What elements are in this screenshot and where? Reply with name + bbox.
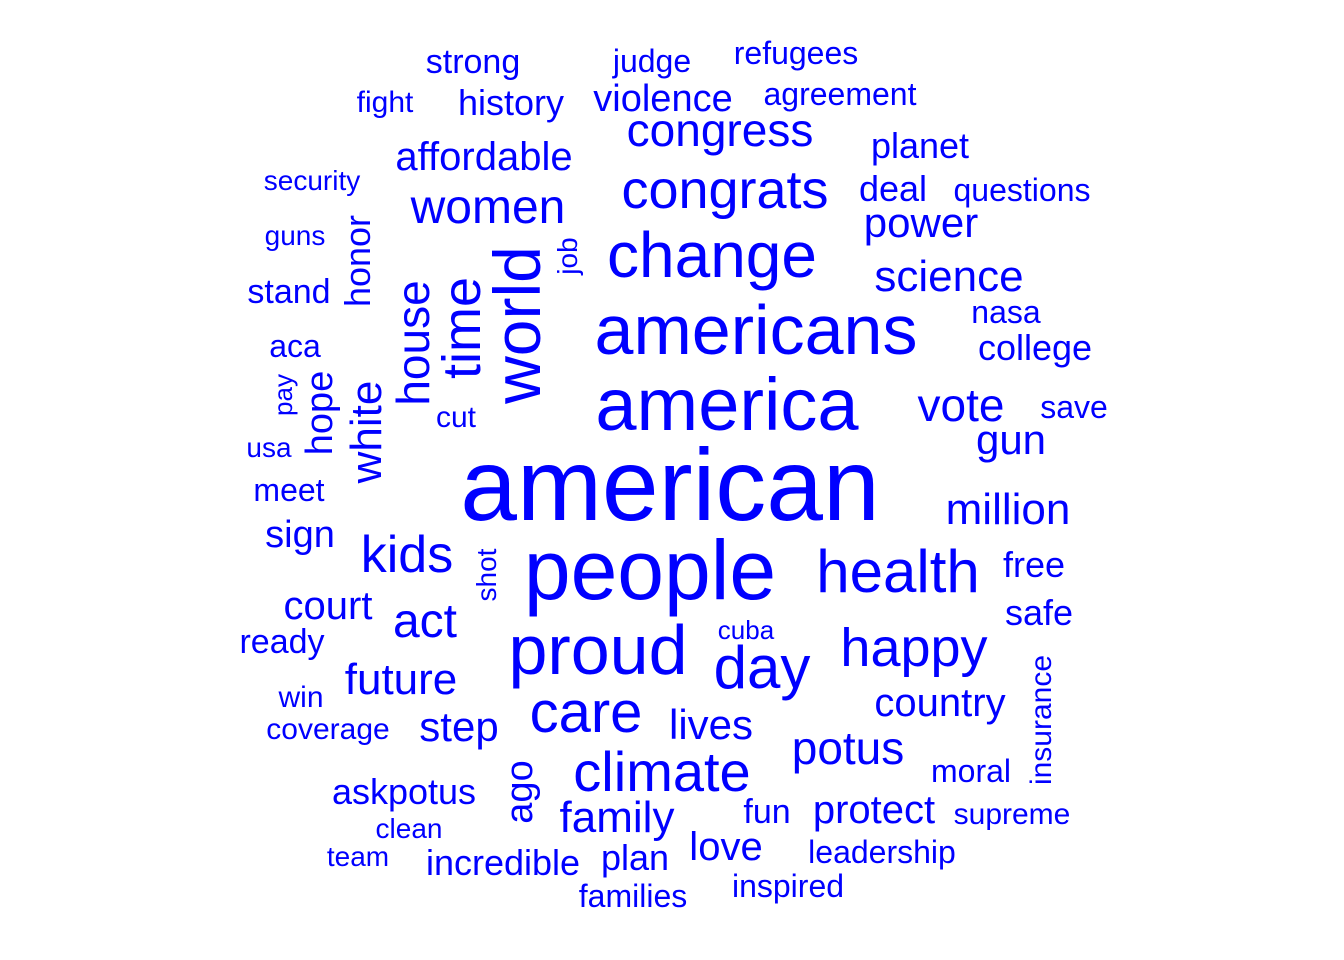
word-climate: climate bbox=[573, 740, 751, 803]
word-security: security bbox=[263, 165, 361, 196]
word-americans: americans bbox=[594, 291, 918, 369]
word-house: house bbox=[387, 280, 439, 406]
word-job: job bbox=[552, 237, 583, 275]
word-free: free bbox=[1002, 544, 1066, 585]
word-day: day bbox=[713, 634, 811, 701]
word-cut: cut bbox=[435, 401, 477, 434]
word-deal: deal bbox=[858, 168, 928, 209]
word-supreme: supreme bbox=[953, 798, 1071, 831]
word-cuba: cuba bbox=[717, 615, 775, 645]
word-leadership: leadership bbox=[808, 834, 956, 870]
word-pay: pay bbox=[268, 374, 298, 416]
word-plan: plan bbox=[600, 837, 670, 878]
word-gun: gun bbox=[975, 416, 1047, 463]
word-act: act bbox=[392, 595, 458, 648]
word-proud: proud bbox=[508, 611, 688, 689]
word-clean: clean bbox=[375, 813, 443, 844]
word-safe: safe bbox=[1004, 592, 1074, 633]
word-planet: planet bbox=[870, 125, 970, 166]
word-power: power bbox=[863, 199, 979, 246]
word-aca: aca bbox=[269, 328, 321, 364]
word-time: time bbox=[432, 276, 492, 380]
word-america: america bbox=[595, 363, 859, 446]
word-inspired: inspired bbox=[731, 868, 845, 904]
word-future: future bbox=[344, 655, 458, 704]
word-ago: ago bbox=[499, 760, 541, 824]
word-meet: meet bbox=[253, 472, 325, 508]
word-family: family bbox=[559, 793, 675, 842]
word-sign: sign bbox=[265, 514, 335, 556]
word-care: care bbox=[529, 680, 643, 745]
word-change: change bbox=[607, 219, 817, 291]
word-vote: vote bbox=[917, 379, 1005, 431]
word-people: people bbox=[523, 523, 777, 617]
word-nasa: nasa bbox=[971, 294, 1041, 330]
word-american: american bbox=[460, 428, 880, 542]
word-coverage: coverage bbox=[266, 713, 390, 746]
word-team: team bbox=[326, 841, 390, 872]
word-health: health bbox=[816, 538, 980, 605]
word-world: world bbox=[480, 246, 554, 404]
word-insurance: insurance bbox=[1025, 654, 1058, 786]
word-usa: usa bbox=[246, 432, 292, 463]
word-million: million bbox=[945, 485, 1071, 534]
word-fun: fun bbox=[743, 793, 791, 831]
word-ready: ready bbox=[239, 623, 325, 661]
word-college: college bbox=[977, 327, 1093, 368]
word-incredible: incredible bbox=[425, 842, 581, 883]
word-askpotus: askpotus bbox=[331, 771, 477, 812]
word-violence: violence bbox=[593, 78, 733, 120]
word-science: science bbox=[874, 252, 1024, 301]
word-lives: lives bbox=[668, 701, 754, 748]
word-judge: judge bbox=[612, 43, 692, 79]
word-refugees: refugees bbox=[733, 35, 859, 71]
word-kids: kids bbox=[360, 526, 454, 584]
word-guns: guns bbox=[264, 220, 326, 251]
word-honor: honor bbox=[337, 214, 378, 308]
word-agreement: agreement bbox=[763, 76, 917, 112]
word-hope: hope bbox=[299, 370, 341, 456]
word-potus: potus bbox=[791, 722, 905, 774]
word-congrats: congrats bbox=[621, 160, 829, 220]
word-history: history bbox=[457, 82, 565, 123]
word-win: win bbox=[278, 681, 324, 714]
word-stand: stand bbox=[247, 273, 331, 311]
word-country: country bbox=[874, 681, 1006, 725]
word-questions: questions bbox=[953, 172, 1091, 208]
word-shot: shot bbox=[471, 548, 502, 602]
word-women: women bbox=[410, 181, 566, 234]
word-fight: fight bbox=[356, 86, 414, 119]
word-moral: moral bbox=[930, 753, 1012, 789]
word-affordable: affordable bbox=[395, 135, 573, 179]
word-step: step bbox=[419, 703, 499, 750]
word-protect: protect bbox=[812, 788, 936, 832]
word-save: save bbox=[1040, 389, 1108, 425]
word-white: white bbox=[342, 380, 391, 484]
word-families: families bbox=[578, 878, 688, 914]
word-happy: happy bbox=[840, 618, 988, 678]
word-congress: congress bbox=[626, 104, 814, 156]
word-court: court bbox=[283, 584, 373, 628]
word-strong: strong bbox=[425, 43, 521, 81]
word-love: love bbox=[689, 825, 763, 869]
